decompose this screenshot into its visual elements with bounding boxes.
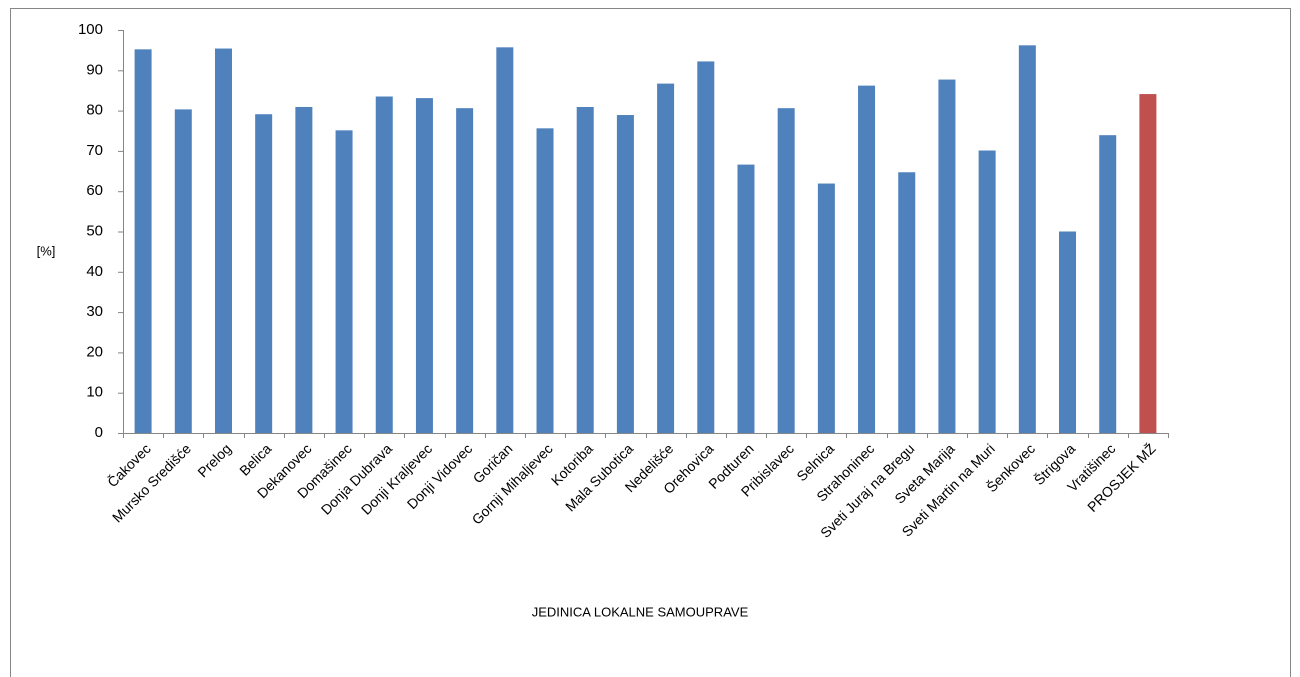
bar (737, 164, 755, 434)
bar (777, 108, 795, 433)
bar (1018, 45, 1036, 434)
y-tick-label: 80 (86, 102, 103, 119)
bar (697, 61, 715, 434)
y-tick-label: 10 (86, 384, 103, 401)
bar (898, 172, 916, 433)
bar (1139, 94, 1157, 434)
y-tick-label: 50 (86, 222, 103, 239)
y-axis-label: [%] (37, 243, 56, 258)
x-tick-label: Prelog (194, 440, 234, 480)
y-tick-label: 0 (95, 424, 103, 441)
bar (536, 128, 554, 433)
bar (134, 49, 152, 434)
bar (174, 109, 192, 434)
bar (978, 150, 996, 433)
x-tick-label: Donja Dubrava (318, 440, 395, 517)
y-tick-label: 90 (86, 61, 103, 78)
y-tick-label: 30 (86, 303, 103, 320)
x-axis-label: JEDINICA LOKALNE SAMOUPRAVE (532, 604, 749, 619)
y-tick-label: 70 (86, 142, 103, 159)
bar (1059, 231, 1077, 433)
bar (415, 98, 433, 434)
bar (375, 96, 393, 434)
bar (335, 130, 353, 434)
bar (214, 48, 232, 434)
bar (938, 79, 956, 433)
bar (576, 106, 594, 434)
y-tick-label: 100 (78, 21, 103, 38)
y-tick-label: 60 (86, 182, 103, 199)
bar (858, 85, 876, 433)
bar (456, 108, 474, 433)
bar (817, 183, 835, 433)
y-tick-label: 20 (86, 343, 103, 360)
bar (295, 106, 313, 434)
bar (255, 114, 273, 434)
bar (616, 115, 634, 434)
y-tick-label: 40 (86, 263, 103, 280)
chart-border (10, 8, 1291, 677)
bar (1099, 135, 1117, 434)
x-tick-label: Donji Kraljevec (358, 440, 435, 517)
x-tick-label: Belica (236, 440, 274, 478)
bar (657, 83, 675, 433)
bar (496, 47, 514, 433)
